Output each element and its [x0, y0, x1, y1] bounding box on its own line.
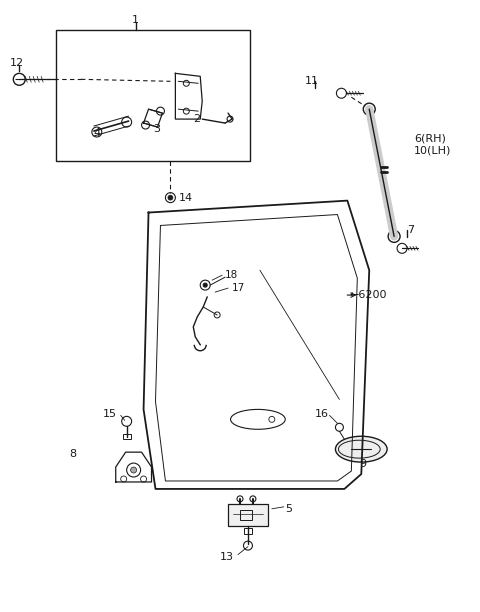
Bar: [228, 504, 268, 526]
Text: ←6200: ←6200: [349, 290, 387, 300]
Circle shape: [131, 467, 137, 473]
Text: 8: 8: [69, 449, 76, 459]
Text: 6(RH): 6(RH): [414, 134, 446, 144]
Text: 17: 17: [232, 283, 245, 293]
Bar: [240, 510, 252, 520]
Bar: [244, 528, 252, 534]
Text: 1: 1: [132, 15, 139, 24]
Text: 3: 3: [154, 124, 160, 134]
Text: 15: 15: [103, 409, 117, 419]
Bar: [123, 435, 131, 439]
Bar: [56, 29, 250, 161]
Text: 13: 13: [220, 551, 234, 562]
Text: 11: 11: [305, 76, 319, 86]
Text: 4: 4: [94, 128, 101, 138]
Text: 9: 9: [360, 459, 366, 469]
Circle shape: [168, 195, 173, 200]
Text: 2: 2: [193, 114, 200, 124]
Text: 12: 12: [9, 58, 24, 69]
Text: 18: 18: [225, 270, 239, 280]
Text: 16: 16: [314, 409, 329, 419]
Text: 14: 14: [179, 193, 192, 203]
Text: 5: 5: [285, 504, 292, 514]
Text: 10(LH): 10(LH): [414, 146, 451, 156]
Circle shape: [203, 283, 207, 287]
Text: 7: 7: [407, 225, 414, 236]
Ellipse shape: [336, 436, 387, 462]
